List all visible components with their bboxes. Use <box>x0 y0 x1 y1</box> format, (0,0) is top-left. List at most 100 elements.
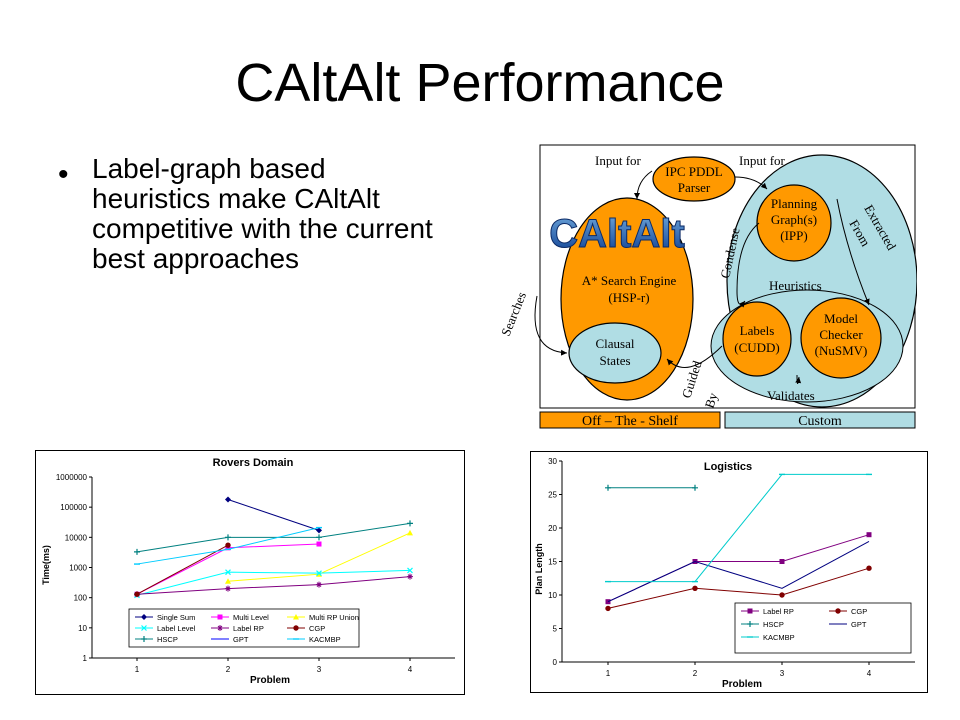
series-cgp <box>605 565 872 612</box>
planning-graph-label-3: (IPP) <box>780 228 807 243</box>
y-tick-label: 100 <box>74 594 88 603</box>
data-point <box>225 585 231 592</box>
data-point <box>134 591 140 597</box>
series-line <box>608 473 869 583</box>
legend-marker <box>747 608 753 614</box>
data-point <box>605 484 611 491</box>
data-point <box>407 529 413 536</box>
data-point <box>225 569 231 576</box>
legend-label: Multi Level <box>233 613 269 622</box>
series-kacmbp <box>605 473 872 583</box>
slide-title: CAltAlt Performance <box>235 53 725 113</box>
bullet-text: Label-graph based heuristics make CAltAl… <box>92 153 433 274</box>
legend-label: Label RP <box>763 607 794 616</box>
series-line <box>607 567 870 609</box>
legend-marker <box>293 614 299 620</box>
series-line <box>136 569 411 596</box>
clausal-states-node <box>568 322 662 384</box>
legend-item: KACMBP <box>741 633 795 642</box>
heuristics-label: Heuristics <box>769 278 822 293</box>
arrow-parser-to-graph <box>734 176 768 190</box>
data-point <box>225 542 231 548</box>
legend-item: GPT <box>829 620 867 629</box>
searches-label: Searches <box>498 290 529 338</box>
y-tick-label: 100000 <box>60 503 87 512</box>
series-line <box>136 522 411 553</box>
series-hscp <box>605 484 698 491</box>
y-tick-label: 1000 <box>69 564 87 573</box>
y-tick-label: 15 <box>548 558 557 567</box>
legend-item: CGP <box>287 624 325 633</box>
data-point <box>866 532 872 538</box>
x-tick-label: 3 <box>317 665 322 674</box>
data-point <box>866 565 872 571</box>
series-hscp <box>134 520 413 555</box>
data-point <box>692 484 698 491</box>
series-kacmbp <box>134 526 322 565</box>
data-point <box>225 534 231 541</box>
legend-label: Label Level <box>157 624 196 633</box>
x-tick-label: 2 <box>693 669 698 678</box>
off-the-shelf-label: Off – The - Shelf <box>582 414 678 429</box>
caltalt-logo: CAltAlt <box>549 212 685 256</box>
y-tick-label: 20 <box>548 524 557 533</box>
legend-box <box>734 602 912 654</box>
data-point <box>407 567 413 574</box>
data-point <box>134 548 140 555</box>
legend-item: Label Level <box>135 624 196 633</box>
legend-label: Multi RP Union <box>309 613 359 622</box>
logistics-chart-title: Logistics <box>704 461 752 473</box>
data-point <box>316 581 322 588</box>
x-tick-label: 1 <box>606 669 611 678</box>
y-tick-label: 0 <box>553 658 558 667</box>
data-point <box>316 534 322 541</box>
y-tick-label: 30 <box>548 457 557 466</box>
rovers-chart-title: Rovers Domain <box>213 457 294 469</box>
logistics-chart: Logistics Plan Length Problem 0 5 10 15 20 25… <box>530 451 928 693</box>
legend-label: HSCP <box>157 635 178 644</box>
rovers-x-axis-label: Problem <box>250 675 290 686</box>
legend-label: Single Sum <box>157 613 195 622</box>
labels-node <box>722 301 792 377</box>
y-tick-label: 25 <box>548 491 557 500</box>
legend-marker <box>141 625 147 631</box>
y-tick-label: 10000 <box>65 533 88 542</box>
legend-item: HSCP <box>135 635 178 644</box>
model-checker-label-1: Model <box>824 311 858 326</box>
x-tick-label: 4 <box>408 665 413 674</box>
y-tick-label: 1 <box>83 654 88 663</box>
data-point <box>316 570 322 577</box>
model-checker-label-3: (NuSMV) <box>815 343 868 358</box>
parser-label-2: Parser <box>678 180 711 195</box>
data-point <box>407 573 413 580</box>
validates-label: Validates <box>767 388 815 403</box>
legend-item: Single Sum <box>135 613 195 622</box>
input-for-left-label: Input for <box>595 153 642 168</box>
legend-marker <box>141 614 147 620</box>
model-checker-node <box>800 297 882 379</box>
legend-marker <box>217 625 223 631</box>
arrow-searches <box>534 295 568 356</box>
arrow-extracted <box>836 198 870 306</box>
legend-label: Label RP <box>233 624 264 633</box>
series-line <box>136 576 411 595</box>
y-tick-label: 10 <box>548 591 557 600</box>
legend-item: GPT <box>211 635 249 644</box>
arrow-condense <box>736 222 760 308</box>
model-checker-label-2: Checker <box>819 327 863 342</box>
labels-label-1: Labels <box>740 323 775 338</box>
bullet-icon: • <box>58 158 69 191</box>
parser-label-1: IPC PDDL <box>665 164 722 179</box>
logistics-x-axis-label: Problem <box>722 679 762 690</box>
series-single-sum <box>225 496 322 534</box>
series-cgp <box>134 542 231 597</box>
rovers-y-axis-label: Time(ms) <box>41 545 51 585</box>
labels-label-2: (CUDD) <box>734 340 780 355</box>
legend-item: Label RP <box>741 607 794 616</box>
x-tick-label: 3 <box>780 669 785 678</box>
legend-item: CGP <box>829 607 867 616</box>
legend-marker <box>835 608 841 614</box>
y-tick-label: 1000000 <box>56 473 88 482</box>
clausal-states-label-2: States <box>599 353 630 368</box>
legend-marker <box>141 636 147 642</box>
